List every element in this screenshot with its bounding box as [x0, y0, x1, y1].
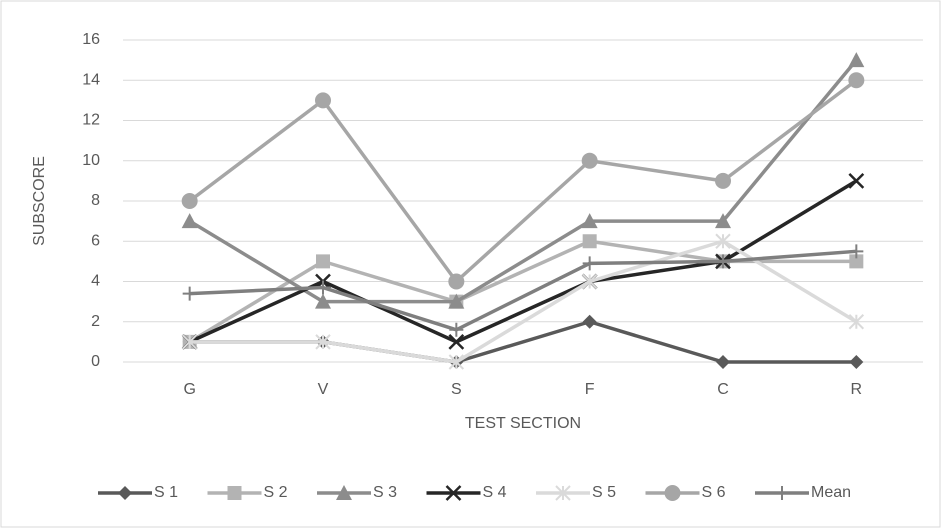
marker	[848, 172, 865, 189]
marker	[716, 254, 730, 269]
marker	[582, 256, 597, 271]
marker	[849, 244, 864, 259]
y-tick-label: 8	[91, 192, 100, 209]
marker	[848, 52, 865, 68]
marker	[448, 333, 465, 350]
series-line	[188, 78, 858, 284]
y-tick-label: 14	[82, 71, 100, 88]
x-tick-label: C	[717, 381, 729, 398]
y-tick-label: 10	[82, 152, 100, 169]
marker	[715, 172, 731, 189]
marker	[316, 254, 330, 269]
marker	[445, 485, 462, 501]
x-tick-label: R	[851, 381, 863, 398]
marker	[227, 486, 242, 500]
marker	[449, 322, 464, 337]
legend-label: Mean	[811, 484, 851, 501]
marker	[336, 485, 352, 500]
marker	[849, 254, 864, 269]
marker	[716, 355, 730, 369]
x-axis-label: TEST SECTION	[465, 415, 581, 432]
marker	[315, 334, 331, 350]
marker	[448, 293, 465, 309]
marker	[555, 485, 571, 501]
marker	[581, 273, 598, 290]
marker	[181, 193, 198, 209]
marker	[315, 293, 331, 309]
y-tick-label: 16	[82, 31, 100, 48]
x-tick-label: G	[183, 381, 195, 398]
marker	[448, 273, 465, 290]
marker	[448, 354, 465, 370]
x-tick-label: F	[585, 381, 595, 398]
y-tick-label: 4	[91, 273, 100, 290]
series-line	[189, 249, 857, 332]
x-tick-label: V	[318, 381, 329, 398]
marker	[715, 233, 731, 249]
y-tick-label: 12	[82, 112, 100, 129]
marker	[582, 234, 597, 249]
marker	[715, 213, 731, 229]
legend-label: S 5	[592, 484, 616, 501]
y-tick-label: 2	[91, 313, 100, 330]
y-tick-label: 6	[91, 232, 100, 249]
marker	[581, 213, 598, 229]
y-tick-label: 0	[91, 353, 100, 370]
marker	[118, 486, 132, 500]
legend-label: S 6	[702, 484, 726, 501]
legend-label: S 1	[154, 484, 178, 501]
marker	[848, 72, 865, 89]
marker	[582, 314, 597, 329]
marker	[664, 485, 681, 501]
marker	[848, 314, 865, 330]
series-line	[189, 239, 858, 364]
marker	[316, 280, 330, 295]
marker	[849, 355, 864, 369]
marker	[182, 286, 197, 301]
y-axis-label: SUBSCORE	[31, 156, 48, 246]
legend-label: S 4	[483, 484, 507, 501]
x-tick-label: S	[451, 381, 462, 398]
marker	[181, 334, 198, 350]
marker	[181, 213, 198, 229]
series-line	[188, 179, 858, 344]
marker	[581, 152, 598, 169]
legend-label: S 3	[373, 484, 397, 501]
marker	[315, 92, 331, 109]
marker	[775, 486, 789, 500]
legend-label: S 2	[264, 484, 288, 501]
